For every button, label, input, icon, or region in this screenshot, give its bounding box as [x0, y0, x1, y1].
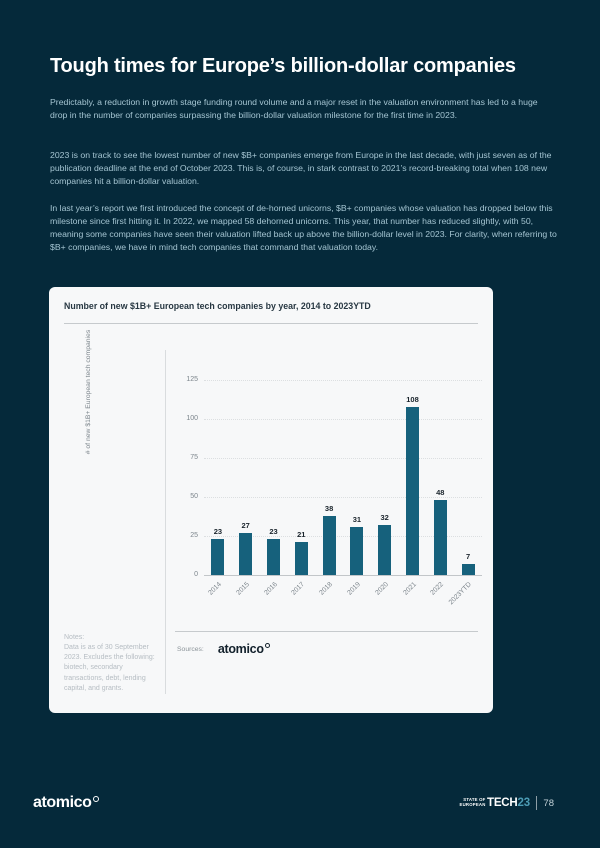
bar-value-label: 32	[380, 513, 389, 523]
bar-2019	[350, 526, 364, 575]
soet-tech-text: TECH	[487, 797, 518, 809]
sources-label: Sources:	[177, 645, 204, 653]
bar-value-label: 108	[406, 394, 419, 404]
gridline	[204, 380, 482, 381]
chart-card: Number of new $1B+ European tech compani…	[49, 287, 493, 713]
soet-line2: EUROPEAN	[459, 802, 486, 807]
sources-divider	[175, 631, 478, 632]
page-title: Tough times for Europe’s billion-dollar …	[50, 55, 516, 77]
bar-2015	[239, 532, 253, 575]
bar-value-label: 38	[324, 503, 334, 513]
gridline	[204, 536, 482, 537]
sources-row: Sources: atomico	[177, 642, 270, 656]
y-tick-label: 25	[190, 532, 198, 539]
bar-value-label: 48	[436, 488, 445, 498]
footer-divider	[535, 796, 538, 810]
bar-2023YTD	[461, 564, 475, 575]
y-tick-label: 100	[186, 415, 198, 422]
gridline	[204, 419, 482, 420]
atomico-logo-footer: atomico	[33, 794, 99, 812]
atomico-ring-icon	[92, 796, 99, 802]
soet-year-text: 23	[517, 797, 531, 809]
y-tick-label: 75	[190, 454, 198, 461]
y-tick-label: 0	[194, 571, 198, 578]
bar-2020	[378, 525, 392, 575]
card-title-divider	[64, 323, 478, 324]
bar-value-label: 27	[241, 520, 250, 530]
intro-paragraph-3: In last year’s report we first introduce…	[50, 203, 557, 253]
notes-text: Data is as of 30 September 2023. Exclude…	[64, 644, 155, 692]
intro-paragraph-1: Predictably, a reduction in growth stage…	[50, 97, 538, 121]
soet-stacked-text: STATE OF EUROPEAN	[459, 797, 486, 808]
gridline	[204, 497, 482, 498]
bar-value-label: 23	[213, 527, 223, 537]
chart-notes: Notes: Data is as of 30 September 2023. …	[64, 633, 157, 694]
bar-value-label: 31	[352, 514, 362, 524]
page-footer: atomico STATE OF EUROPEAN TECH 23 78	[33, 792, 554, 814]
y-tick-label: 125	[186, 376, 198, 383]
page-number: 78	[543, 797, 554, 809]
gridline	[204, 458, 482, 459]
bar-2017	[294, 542, 308, 575]
chart-title: Number of new $1B+ European tech compani…	[64, 301, 371, 311]
atomico-ring-icon	[264, 643, 270, 648]
bar-2016	[267, 539, 280, 575]
plot-area: 0 25 50 75 100 125 23 2014 27 2015 23 2016 21 2017 38 2…	[186, 376, 482, 606]
y-axis-title: # of new $1B+ European tech companies	[85, 329, 92, 455]
y-tick-label: 50	[190, 493, 198, 500]
bar-2014	[211, 539, 225, 575]
notes-label: Notes:	[64, 634, 85, 641]
bar-value-label: 23	[269, 527, 278, 537]
atomico-wordmark: atomico	[217, 642, 264, 656]
bar-2018	[322, 515, 336, 575]
soet-line1: STATE OF	[463, 797, 486, 803]
atomico-logo-sources: atomico	[218, 642, 270, 656]
bar-value-label: 21	[297, 530, 306, 540]
vertical-divider	[165, 350, 166, 694]
bar-value-label: 7	[466, 552, 471, 562]
bar-2022	[433, 500, 447, 575]
intro-paragraph-2: 2023 is on track to see the lowest numbe…	[50, 150, 552, 187]
state-of-european-tech-logo: STATE OF EUROPEAN TECH 23 78	[460, 796, 554, 810]
bar-2021	[406, 406, 419, 575]
atomico-wordmark: atomico	[33, 794, 92, 811]
